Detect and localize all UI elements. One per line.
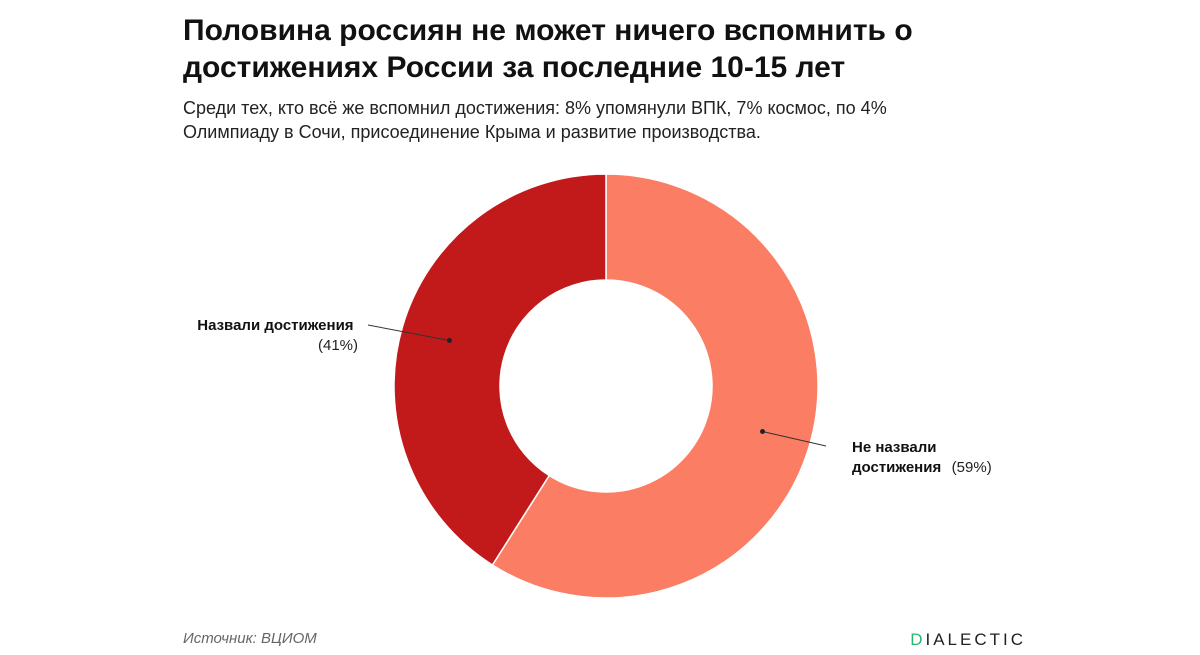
donut-slice	[491, 173, 819, 599]
chart-subtitle: Среди тех, кто всё же вспомнил достижени…	[183, 98, 887, 142]
brand-logo-first-letter: D	[910, 630, 926, 649]
source-note: Источник: ВЦИОМ	[183, 630, 317, 647]
slice-pct-not-named: (59%)	[952, 459, 992, 476]
leader-dot	[446, 338, 452, 344]
slice-label-not-named: Не назвали достижения (59%)	[852, 439, 992, 476]
brand-logo: DIALECTIC	[910, 630, 1026, 650]
leader-line	[367, 324, 450, 342]
slice-label-named: Назвали достижения (41%)	[197, 317, 358, 354]
leader-line	[762, 430, 827, 447]
slice-label-named-line1: Назвали достижения	[197, 317, 353, 334]
slice-pct-named: (41%)	[318, 337, 358, 354]
slice-label-not-named-line2: достижения	[852, 459, 941, 476]
donut-slice	[393, 173, 607, 567]
brand-logo-rest: IALECTIC	[925, 630, 1026, 649]
leader-dot	[760, 428, 766, 434]
slice-label-not-named-line1: Не назвали	[852, 439, 937, 456]
chart-title: Половина россиян не может ничего вспомни…	[183, 14, 913, 84]
